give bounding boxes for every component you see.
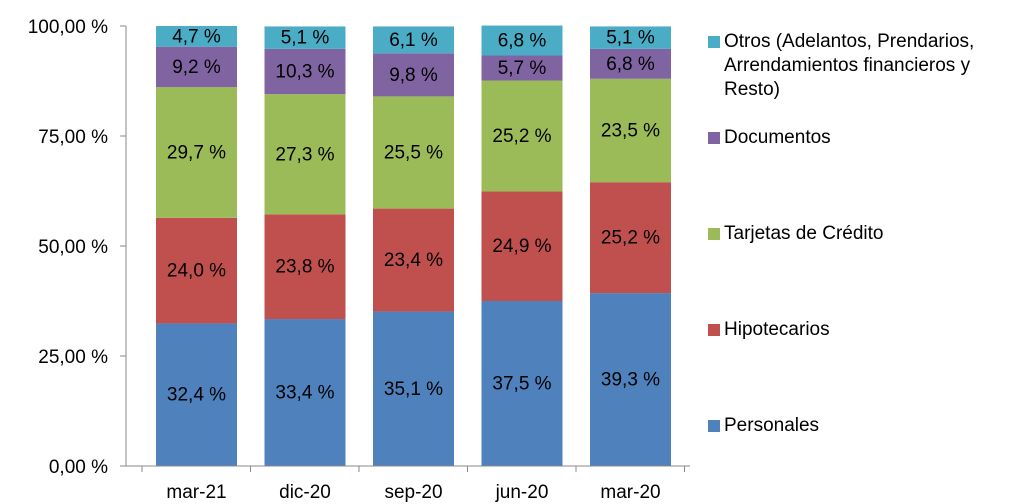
bar-segment: [590, 182, 671, 294]
bar-segment: [156, 323, 237, 466]
bar-segment: [590, 48, 671, 79]
legend-item: Personales: [708, 414, 1024, 438]
legend-swatch: [708, 324, 720, 336]
legend-swatch: [708, 132, 720, 144]
bar-segment: [590, 293, 671, 466]
data-label: 23,5 %: [601, 121, 660, 142]
y-tick-label: 75,00 %: [38, 127, 108, 148]
bar-segment: [373, 311, 454, 466]
bar-segment: [373, 208, 454, 312]
legend-swatch: [708, 36, 720, 48]
y-tick-label: 25,00 %: [38, 347, 108, 368]
bar-segment: [373, 96, 454, 209]
bar-segment: [481, 191, 563, 301]
legend-label: Hipotecarios: [724, 319, 830, 340]
legend-item: Hipotecarios: [708, 318, 1024, 342]
data-label: 25,5 %: [384, 143, 443, 164]
x-tick-label: mar-21: [166, 482, 226, 503]
legend-label: Documentos: [724, 127, 831, 148]
data-label: 29,7 %: [167, 143, 226, 164]
bar-segment: [156, 87, 237, 218]
bar-segment: [481, 25, 563, 56]
bar-segment: [264, 319, 346, 466]
legend-label: Tarjetas de Crédito: [724, 223, 884, 244]
legend-item: Documentos: [708, 126, 1024, 150]
bar-segment: [373, 53, 454, 97]
data-label: 10,3 %: [275, 62, 334, 83]
data-label: 23,4 %: [384, 250, 443, 271]
bar-segment: [264, 214, 346, 320]
bar-segment: [481, 55, 563, 81]
legend-label: Personales: [724, 415, 820, 436]
y-tick-label: 100,00 %: [28, 17, 108, 38]
data-label: 6,8 %: [498, 31, 547, 52]
data-label: 25,2 %: [601, 228, 660, 249]
legend-item: Otros (Adelantos, Prendarios, Arrendamie…: [708, 30, 1024, 102]
bar-segment: [156, 26, 237, 47]
bar-segment: [264, 48, 346, 95]
data-label: 24,9 %: [492, 236, 551, 257]
data-label: 27,3 %: [275, 144, 334, 165]
data-label: 25,2 %: [492, 126, 551, 147]
x-tick-label: dic-20: [279, 482, 331, 503]
data-label: 33,4 %: [275, 383, 334, 404]
data-label: 24,0 %: [167, 261, 226, 282]
bar-segment: [590, 78, 671, 183]
data-label: 32,4 %: [167, 385, 226, 406]
bar-segment: [156, 217, 237, 324]
bar-segment: [481, 301, 563, 466]
bar-segment: [373, 26, 454, 54]
legend-swatch: [708, 420, 720, 432]
data-label: 6,1 %: [389, 30, 438, 51]
legend-swatch: [708, 228, 720, 240]
data-label: 6,8 %: [606, 54, 655, 75]
data-label: 39,3 %: [601, 370, 660, 391]
data-label: 4,7 %: [172, 26, 221, 47]
x-tick-label: jun-20: [495, 482, 549, 503]
data-label: 5,7 %: [498, 58, 547, 79]
data-label: 23,8 %: [275, 257, 334, 278]
bar-segment: [590, 26, 671, 49]
data-label: 9,8 %: [389, 65, 438, 86]
data-label: 5,1 %: [281, 28, 330, 49]
bar-segment: [156, 46, 237, 88]
bar-segment: [264, 26, 346, 49]
data-label: 5,1 %: [606, 28, 655, 49]
bar-segment: [264, 94, 346, 215]
data-label: 37,5 %: [492, 374, 551, 395]
x-tick-label: sep-20: [384, 482, 442, 503]
legend-item: Tarjetas de Crédito: [708, 222, 1024, 246]
data-label: 35,1 %: [384, 379, 443, 400]
data-label: 9,2 %: [172, 57, 221, 78]
x-tick-label: mar-20: [600, 482, 660, 503]
legend-label: Otros (Adelantos, Prendarios, Arrendamie…: [724, 31, 975, 100]
y-tick-label: 50,00 %: [38, 237, 108, 258]
bar-segment: [481, 80, 563, 192]
y-tick-label: 0,00 %: [49, 457, 108, 478]
